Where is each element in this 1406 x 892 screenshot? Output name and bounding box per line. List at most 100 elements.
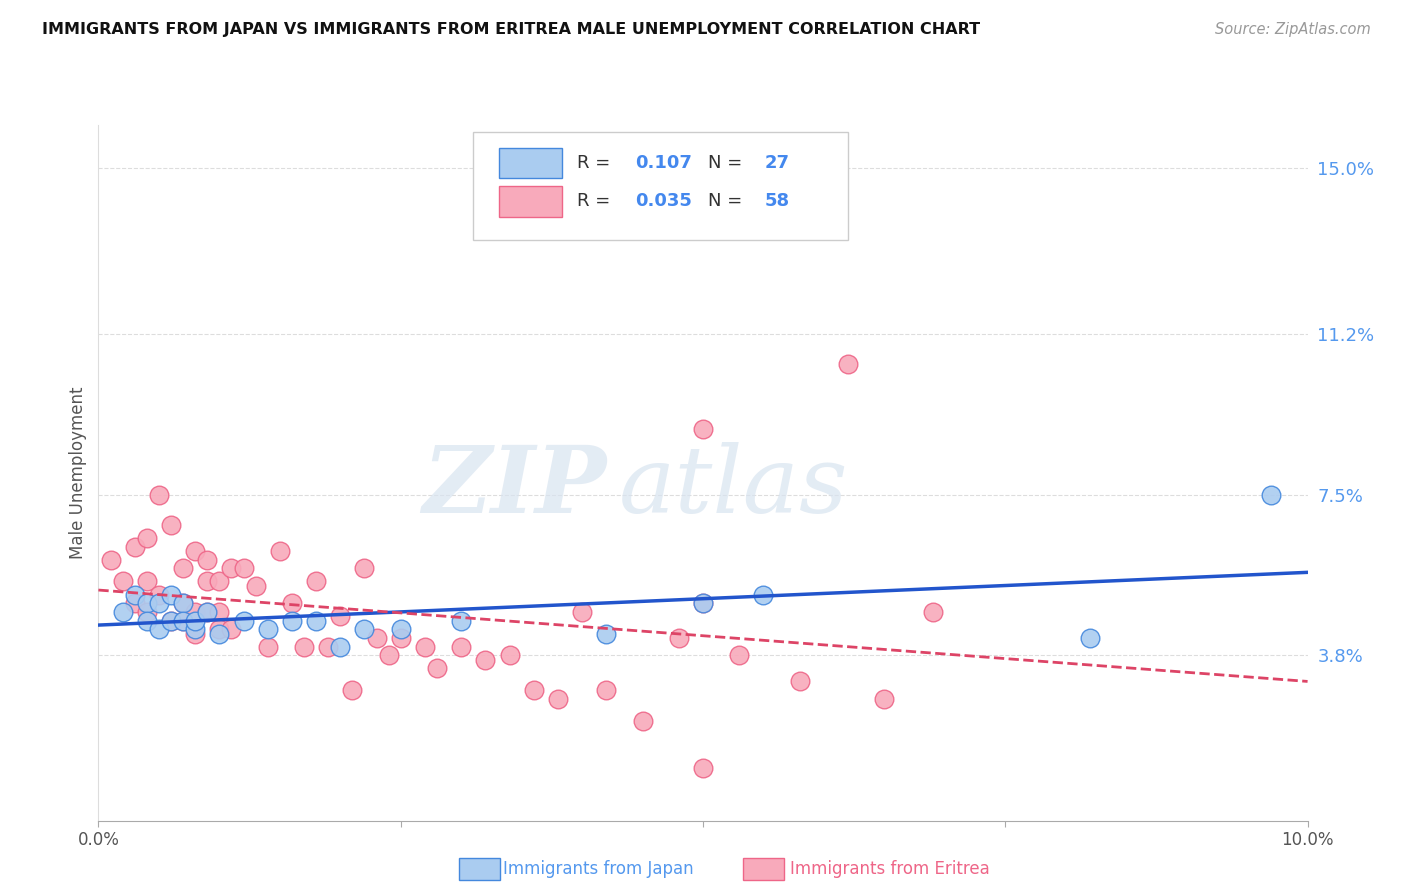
Point [135, 574, 157, 589]
Point [837, 357, 859, 371]
Point [789, 674, 811, 689]
Text: 0.035: 0.035 [636, 193, 692, 211]
Point [329, 609, 352, 624]
FancyBboxPatch shape [474, 132, 848, 240]
Point [160, 614, 183, 628]
Point [389, 623, 412, 637]
Point [329, 640, 352, 654]
Point [692, 596, 714, 610]
Point [195, 605, 218, 619]
Point [571, 605, 593, 619]
Point [135, 531, 157, 545]
Text: IMMIGRANTS FROM JAPAN VS IMMIGRANTS FROM ERITREA MALE UNEMPLOYMENT CORRELATION C: IMMIGRANTS FROM JAPAN VS IMMIGRANTS FROM… [42, 22, 980, 37]
Point [111, 605, 134, 619]
Point [426, 661, 449, 675]
Point [342, 683, 364, 698]
Point [377, 648, 399, 663]
Point [450, 614, 472, 628]
Point [353, 561, 375, 575]
Text: 27: 27 [765, 154, 790, 172]
Text: Source: ZipAtlas.com: Source: ZipAtlas.com [1215, 22, 1371, 37]
Point [547, 692, 569, 706]
Point [692, 422, 714, 436]
Point [256, 640, 278, 654]
Point [195, 574, 218, 589]
Point [450, 640, 472, 654]
Point [172, 596, 194, 610]
Point [413, 640, 436, 654]
Point [498, 648, 520, 663]
Point [366, 631, 388, 645]
Text: N =: N = [707, 193, 748, 211]
Point [135, 596, 157, 610]
Point [160, 614, 183, 628]
Text: Immigrants from Japan: Immigrants from Japan [503, 860, 695, 878]
Point [232, 614, 254, 628]
Point [921, 605, 943, 619]
Point [111, 574, 134, 589]
Point [172, 614, 194, 628]
Point [292, 640, 315, 654]
Point [148, 487, 170, 501]
Point [208, 605, 231, 619]
Point [148, 596, 170, 610]
Text: 0.107: 0.107 [636, 154, 692, 172]
Point [353, 623, 375, 637]
Point [184, 605, 207, 619]
FancyBboxPatch shape [458, 857, 501, 880]
Point [208, 626, 231, 640]
Point [873, 692, 896, 706]
Point [1260, 487, 1282, 501]
Point [221, 561, 243, 575]
Point [316, 640, 339, 654]
Point [172, 614, 194, 628]
Point [474, 653, 496, 667]
Point [184, 614, 207, 628]
Point [195, 552, 218, 567]
FancyBboxPatch shape [499, 148, 561, 178]
Point [631, 714, 654, 728]
Text: Immigrants from Eritrea: Immigrants from Eritrea [790, 860, 990, 878]
Text: R =: R = [578, 154, 616, 172]
FancyBboxPatch shape [742, 857, 785, 880]
Point [221, 623, 243, 637]
Point [232, 561, 254, 575]
Point [160, 588, 183, 602]
Point [256, 623, 278, 637]
Point [269, 544, 291, 558]
Point [692, 596, 714, 610]
Point [100, 552, 122, 567]
Point [160, 517, 183, 532]
Point [148, 588, 170, 602]
Point [208, 574, 231, 589]
Point [728, 648, 751, 663]
Point [184, 626, 207, 640]
Point [135, 614, 157, 628]
Point [692, 761, 714, 775]
Text: ZIP: ZIP [422, 442, 606, 532]
Text: atlas: atlas [619, 442, 848, 532]
Point [1078, 631, 1101, 645]
Point [752, 588, 775, 602]
Text: 58: 58 [765, 193, 790, 211]
Point [195, 605, 218, 619]
Y-axis label: Male Unemployment: Male Unemployment [69, 386, 87, 559]
Point [389, 631, 412, 645]
Point [281, 596, 304, 610]
Text: N =: N = [707, 154, 748, 172]
Point [124, 596, 146, 610]
Point [172, 561, 194, 575]
Point [523, 683, 546, 698]
Point [148, 623, 170, 637]
Point [305, 574, 328, 589]
Point [184, 544, 207, 558]
Point [305, 614, 328, 628]
Point [245, 579, 267, 593]
Point [595, 626, 617, 640]
Point [668, 631, 690, 645]
Text: R =: R = [578, 193, 616, 211]
Point [124, 588, 146, 602]
FancyBboxPatch shape [499, 186, 561, 217]
Point [281, 614, 304, 628]
Point [184, 623, 207, 637]
